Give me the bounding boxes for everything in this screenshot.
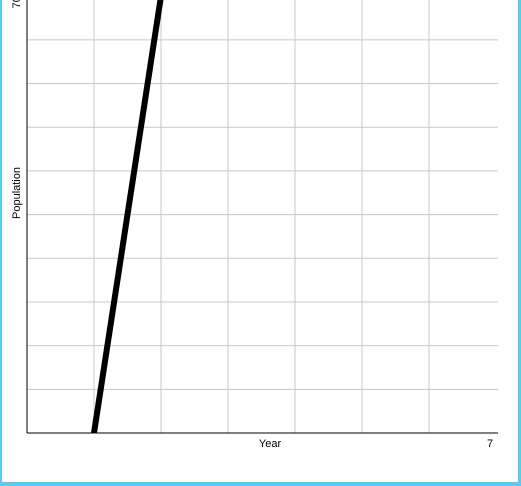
labels: Year Population 7 700	[11, 0, 493, 450]
x-axis-title: Year	[259, 438, 282, 450]
x-tick-label: 7	[487, 438, 493, 450]
grid	[27, 0, 498, 433]
y-tick-label: 700	[11, 0, 23, 8]
y-axis-title: Population	[11, 167, 23, 219]
series-line	[91, 0, 164, 434]
series-layer	[91, 0, 164, 434]
axes	[26, 0, 498, 434]
